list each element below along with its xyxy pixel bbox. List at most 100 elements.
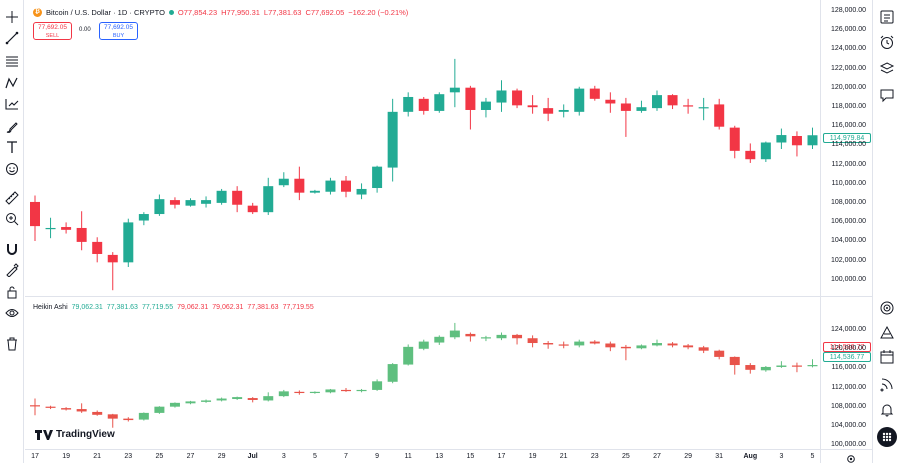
lock-icon[interactable]	[2, 282, 22, 302]
candle[interactable]	[278, 178, 289, 186]
ha-candle[interactable]	[201, 400, 212, 402]
ha-candle[interactable]	[605, 343, 616, 348]
candle[interactable]	[667, 95, 678, 106]
ha-candle[interactable]	[294, 391, 305, 394]
ha-candle[interactable]	[309, 391, 320, 394]
ruler-icon[interactable]	[2, 188, 22, 208]
ha-candle[interactable]	[480, 337, 491, 339]
forecast-icon[interactable]	[2, 94, 22, 114]
price-axis[interactable]: 114,979.84 114,536.77 114,536.77 128,000…	[820, 0, 872, 463]
candle[interactable]	[185, 200, 196, 206]
candle[interactable]	[263, 186, 274, 213]
candle[interactable]	[652, 95, 662, 109]
ha-candle[interactable]	[527, 338, 538, 344]
candle[interactable]	[480, 101, 491, 110]
ideas-icon[interactable]	[877, 323, 897, 343]
ha-candle[interactable]	[620, 346, 631, 349]
candle[interactable]	[698, 107, 709, 109]
ha-candle[interactable]	[760, 366, 771, 371]
broadcast-icon[interactable]	[877, 374, 897, 394]
candle[interactable]	[605, 99, 616, 104]
candle[interactable]	[574, 88, 585, 112]
candle[interactable]	[45, 227, 56, 230]
ha-candle[interactable]	[683, 345, 694, 348]
ha-candle[interactable]	[76, 409, 87, 412]
ha-candle[interactable]	[372, 381, 383, 390]
ha-candle[interactable]	[698, 347, 709, 351]
pane-separator[interactable]	[25, 296, 872, 297]
ha-candle[interactable]	[791, 365, 802, 367]
candle[interactable]	[201, 200, 212, 204]
ha-title[interactable]: Heikin Ashi	[33, 304, 68, 311]
candle[interactable]	[341, 180, 351, 192]
ha-candle[interactable]	[107, 414, 118, 419]
fib-icon[interactable]	[2, 51, 22, 71]
pattern-icon[interactable]	[2, 73, 22, 93]
ha-candle[interactable]	[667, 343, 678, 346]
ha-candle[interactable]	[714, 350, 725, 357]
ha-candle[interactable]	[434, 336, 445, 343]
ha-candle[interactable]	[278, 391, 289, 397]
zoom-icon[interactable]	[2, 209, 22, 229]
ha-candle[interactable]	[216, 398, 227, 401]
candle[interactable]	[527, 105, 538, 108]
ha-candle[interactable]	[169, 402, 180, 407]
calendar-icon[interactable]	[877, 347, 897, 367]
emoji-icon[interactable]	[2, 159, 22, 179]
candle[interactable]	[232, 190, 243, 205]
candle[interactable]	[558, 109, 569, 112]
ha-candle[interactable]	[636, 345, 647, 349]
ha-candle[interactable]	[123, 418, 134, 421]
ha-candle[interactable]	[574, 341, 585, 346]
candle[interactable]	[372, 166, 383, 189]
sell-button[interactable]: 77,692.05 SELL	[33, 22, 72, 40]
crosshair-icon[interactable]	[2, 7, 22, 27]
magnet-icon[interactable]	[2, 239, 22, 259]
ha-candle[interactable]	[30, 405, 40, 407]
candle[interactable]	[543, 108, 554, 114]
candle[interactable]	[216, 190, 227, 203]
settings-gear-icon[interactable]	[846, 451, 856, 463]
ha-candle[interactable]	[247, 398, 258, 400]
apps-icon[interactable]	[877, 427, 897, 447]
ha-candle[interactable]	[807, 365, 818, 367]
text-icon[interactable]	[2, 137, 22, 157]
ha-candle[interactable]	[589, 341, 600, 344]
ha-candle[interactable]	[418, 341, 429, 349]
candle[interactable]	[449, 87, 460, 93]
buy-button[interactable]: 77,692.05 BUY	[99, 22, 138, 40]
candle[interactable]	[418, 98, 429, 111]
alert-clock-icon[interactable]	[877, 32, 897, 52]
ha-candle[interactable]	[138, 412, 149, 420]
candle[interactable]	[776, 135, 787, 143]
ha-candle[interactable]	[341, 389, 351, 392]
ha-candle[interactable]	[403, 346, 414, 365]
candle[interactable]	[61, 227, 72, 230]
chart-area[interactable]	[25, 0, 820, 463]
ha-candle[interactable]	[45, 406, 56, 408]
candle[interactable]	[791, 135, 802, 146]
candle[interactable]	[729, 127, 740, 151]
chat-icon[interactable]	[877, 85, 897, 105]
ha-candle[interactable]	[496, 334, 507, 339]
ha-candle[interactable]	[745, 365, 756, 370]
ha-candle[interactable]	[232, 397, 243, 400]
watchlist-icon[interactable]	[877, 7, 897, 27]
ha-candle[interactable]	[652, 343, 662, 346]
candle[interactable]	[589, 88, 600, 99]
candle[interactable]	[92, 241, 103, 254]
candle[interactable]	[745, 150, 756, 160]
candle[interactable]	[356, 188, 367, 195]
candle[interactable]	[294, 178, 305, 193]
candle[interactable]	[636, 107, 647, 111]
ha-candle[interactable]	[185, 401, 196, 404]
ha-candle[interactable]	[543, 343, 554, 345]
candle[interactable]	[465, 87, 476, 110]
candle[interactable]	[107, 254, 118, 263]
candle[interactable]	[403, 96, 414, 112]
time-axis[interactable]: 17 19 21 23 25 27 29 Jul 3 5 7 9 11 13 15 17 19 21 23 25 27 2…	[25, 449, 872, 463]
candle[interactable]	[760, 142, 771, 160]
ha-candle[interactable]	[465, 333, 476, 337]
candle[interactable]	[496, 90, 507, 103]
candle[interactable]	[154, 199, 165, 215]
